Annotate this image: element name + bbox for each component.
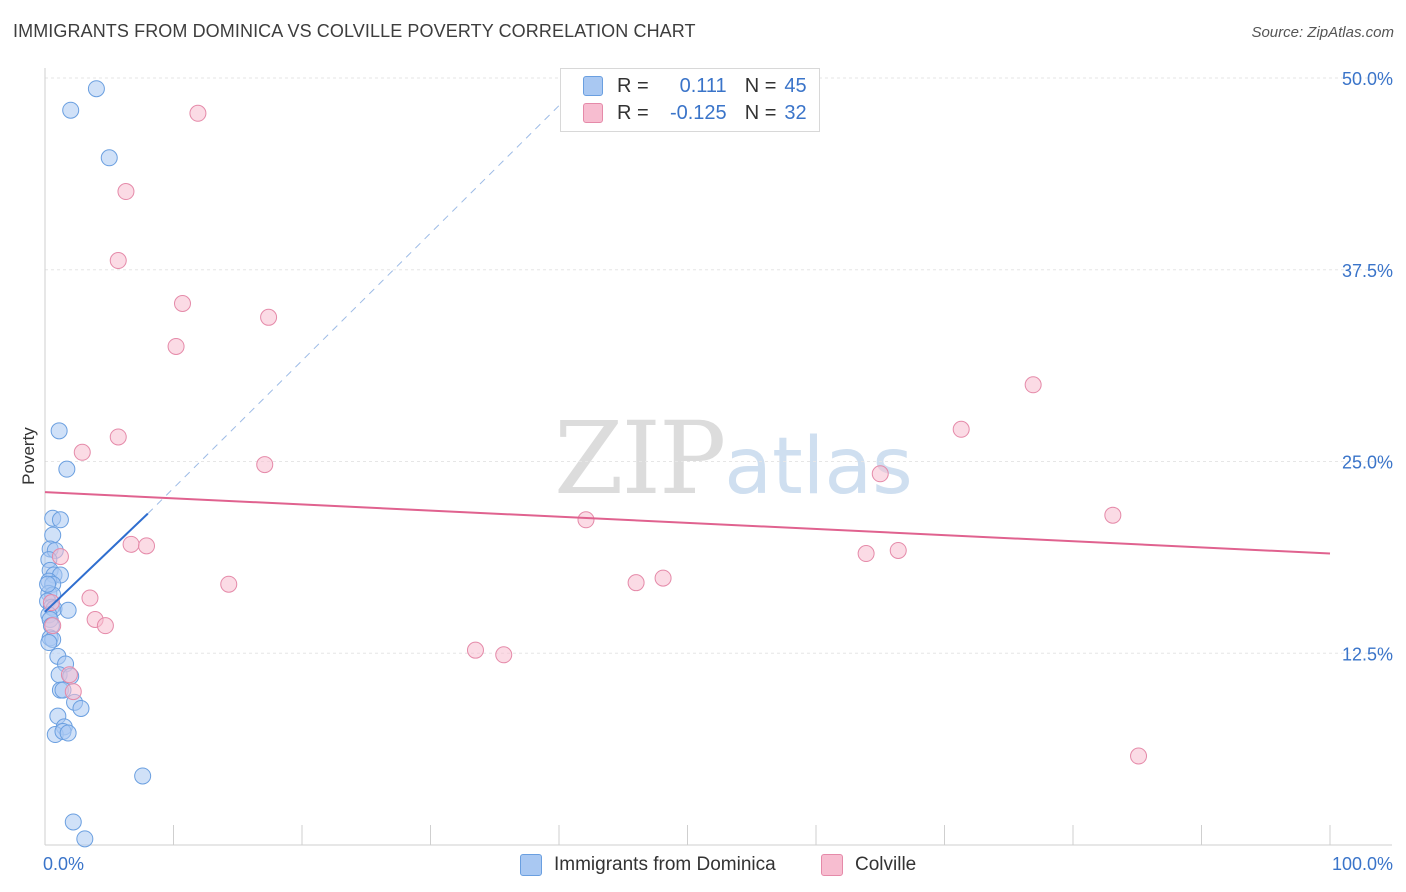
colville-point xyxy=(220,575,238,593)
colville-point xyxy=(117,183,135,201)
bottom-legend-dominica: Immigrants from Dominica xyxy=(520,852,776,878)
dominica-point xyxy=(62,101,80,119)
colville-point xyxy=(109,252,127,270)
x-tick-label: 0.0% xyxy=(43,854,84,874)
y-tick-label: 37.5% xyxy=(1342,261,1393,281)
y-tick-label: 12.5% xyxy=(1342,644,1393,664)
dominica-point xyxy=(44,526,62,544)
colville-point xyxy=(1024,376,1042,394)
x-tick-label: 100.0% xyxy=(1332,854,1393,874)
dominica-point xyxy=(72,699,90,717)
dominica-point xyxy=(40,634,58,652)
colville-point xyxy=(51,548,69,566)
dominica-trend-line xyxy=(44,512,149,613)
legend-r-label: R = xyxy=(617,101,649,124)
dominica-point xyxy=(76,830,94,848)
dominica-point xyxy=(58,460,76,478)
dominica-point xyxy=(51,511,69,529)
colville-point xyxy=(189,104,207,122)
dominica-point xyxy=(59,601,77,619)
legend-n-label: N = xyxy=(744,101,777,124)
colville-point xyxy=(73,443,91,461)
colville-point xyxy=(138,537,156,555)
dominica-point xyxy=(134,767,152,785)
bottom-legend-label-dominica: Immigrants from Dominica xyxy=(554,854,776,875)
dominica-point xyxy=(50,422,68,440)
legend-row-dominica: R = 0.111 N = 45 xyxy=(583,73,807,99)
watermark-zip: ZIP xyxy=(554,400,726,517)
colville-point xyxy=(495,646,513,664)
colville-point xyxy=(871,465,889,483)
y-tick-label: 25.0% xyxy=(1342,453,1393,473)
colville-point xyxy=(256,456,274,474)
colville-point xyxy=(64,683,82,701)
legend-n-value: 45 xyxy=(784,74,807,97)
colville-point xyxy=(42,594,60,612)
source-label: Source: ZipAtlas.com xyxy=(1251,24,1394,41)
dominica-point xyxy=(39,575,57,593)
colville-point xyxy=(952,420,970,438)
colville-point xyxy=(96,617,114,635)
colville-point xyxy=(857,545,875,563)
colville-point xyxy=(627,574,645,592)
colville-trend-line xyxy=(44,491,1331,555)
y-axis-title: Poverty xyxy=(19,427,38,485)
dominica-point xyxy=(59,724,77,742)
legend-row-colville: R = -0.125 N = 32 xyxy=(583,100,807,126)
dominica-point xyxy=(87,80,105,98)
bottom-legend-swatch-pink xyxy=(821,854,843,876)
colville-point xyxy=(173,294,191,312)
legend-n-label: N = xyxy=(744,74,777,97)
colville-point xyxy=(167,337,185,355)
colville-point xyxy=(109,428,127,446)
legend-r-label: R = xyxy=(617,74,649,97)
dominica-point xyxy=(64,813,82,831)
legend-swatch-pink xyxy=(583,103,603,123)
bottom-legend-colville: Colville xyxy=(821,852,916,878)
colville-point xyxy=(44,617,62,635)
colville-point xyxy=(81,589,99,607)
bottom-legend-swatch-blue xyxy=(520,854,542,876)
colville-point xyxy=(122,535,140,553)
colville-point xyxy=(577,511,595,529)
y-tick-label: 50.0% xyxy=(1342,69,1393,89)
bottom-legend-label-colville: Colville xyxy=(855,854,917,875)
legend-swatch-blue xyxy=(583,76,603,96)
colville-point xyxy=(260,308,278,326)
legend-n-value: 32 xyxy=(784,101,807,124)
colville-point xyxy=(1104,506,1122,524)
colville-point xyxy=(60,666,78,684)
chart-title: IMMIGRANTS FROM DOMINICA VS COLVILLE POV… xyxy=(13,21,696,41)
legend-r-value: 0.111 xyxy=(679,74,727,97)
correlation-legend: R = 0.111 N = 45 R = -0.125 N = 32 xyxy=(560,68,820,132)
colville-point xyxy=(1130,747,1148,765)
colville-point xyxy=(466,641,484,659)
colville-point xyxy=(654,569,672,587)
dominica-point xyxy=(100,149,118,167)
colville-point xyxy=(889,541,907,559)
dominica-trend-extension xyxy=(147,105,560,515)
legend-r-value: -0.125 xyxy=(669,101,727,124)
